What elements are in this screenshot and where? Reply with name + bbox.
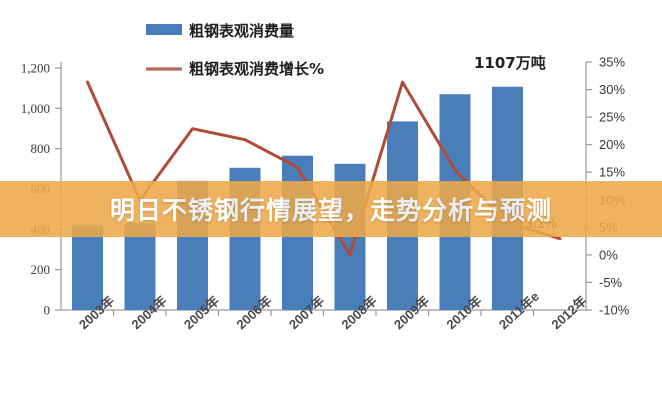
legend: 粗钢表观消费量 粗钢表观消费增长% bbox=[146, 22, 324, 78]
bar-2010[interactable] bbox=[439, 94, 471, 310]
right-tick-0: 0% bbox=[599, 247, 618, 262]
left-axis-ticks bbox=[55, 67, 61, 311]
legend-label-line: 粗钢表观消费增长% bbox=[189, 60, 324, 78]
right-tick-5: 5% bbox=[599, 220, 618, 235]
right-tick-15: 15% bbox=[599, 165, 625, 180]
bar-2007[interactable] bbox=[282, 155, 313, 310]
bar-2005[interactable] bbox=[177, 180, 208, 310]
left-tick-1200: 1,200 bbox=[21, 61, 50, 76]
left-tick-1000: 1,000 bbox=[21, 101, 50, 116]
data-label-3-1-percent: 3.1% bbox=[525, 215, 557, 231]
left-tick-600: 600 bbox=[31, 182, 51, 197]
annotation-peak-volume: 1107万吨 bbox=[474, 54, 546, 72]
bar-2009[interactable] bbox=[387, 121, 418, 311]
left-tick-200: 200 bbox=[31, 262, 51, 277]
right-tick-neg10: -10% bbox=[599, 303, 630, 318]
right-axis-ticks bbox=[586, 61, 592, 311]
right-tick-25: 25% bbox=[599, 110, 625, 125]
bar-2011e[interactable] bbox=[492, 86, 523, 310]
right-tick-35: 35% bbox=[599, 55, 625, 70]
right-tick-30: 30% bbox=[599, 82, 625, 97]
legend-label-bar: 粗钢表观消费量 bbox=[189, 22, 294, 40]
left-tick-400: 400 bbox=[31, 222, 51, 237]
category-axis-ticks bbox=[112, 310, 535, 316]
left-tick-800: 800 bbox=[31, 141, 51, 156]
right-tick-10: 10% bbox=[599, 192, 625, 207]
bar-2004[interactable] bbox=[124, 223, 156, 310]
right-tick-neg5: -5% bbox=[599, 275, 623, 290]
bar-2003[interactable] bbox=[72, 225, 103, 310]
bar-2006[interactable] bbox=[229, 167, 261, 310]
left-tick-0: 0 bbox=[44, 303, 51, 318]
legend-swatch-bar bbox=[146, 24, 182, 35]
right-tick-20: 20% bbox=[599, 137, 625, 152]
